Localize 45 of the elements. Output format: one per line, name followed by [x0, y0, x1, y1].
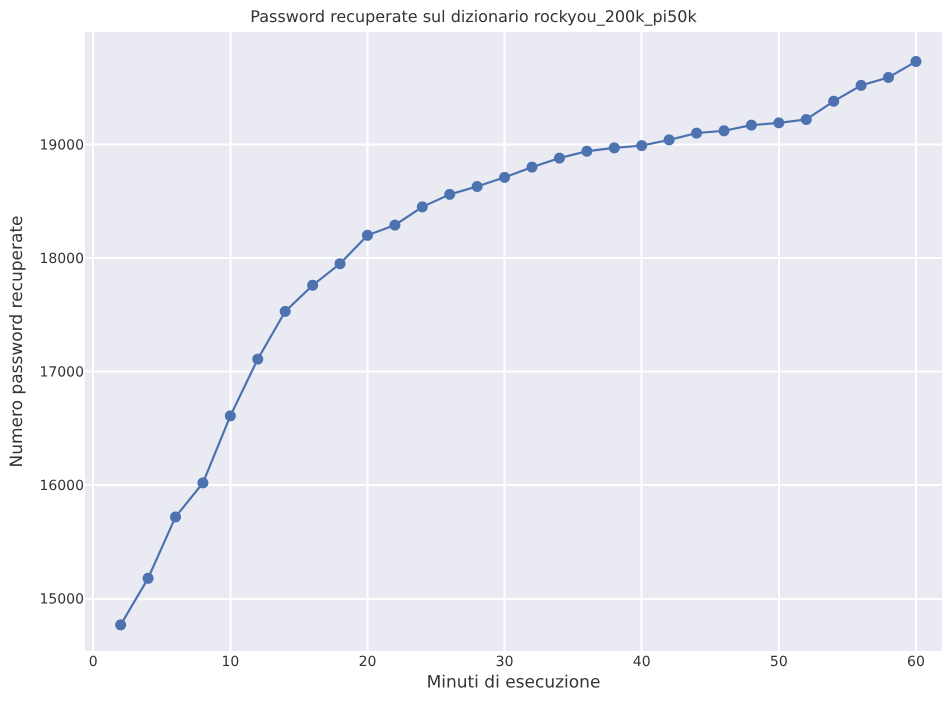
point: [362, 230, 373, 241]
y-tick-label: 15000: [39, 592, 84, 608]
point: [416, 201, 428, 212]
point: [664, 134, 675, 146]
x-tick-label: 50: [770, 654, 788, 670]
y-tick-label: 17000: [39, 364, 84, 380]
point: [910, 56, 922, 68]
point: [307, 280, 318, 291]
point: [224, 410, 236, 422]
point: [883, 72, 894, 83]
x-tick-label: 10: [221, 654, 240, 670]
point: [691, 128, 702, 139]
point: [472, 180, 483, 192]
point: [115, 619, 126, 630]
point: [554, 152, 565, 164]
x-tick-label: 30: [496, 654, 514, 670]
point: [444, 188, 456, 200]
chart-title: Password recuperate sul dizionario rockyou_200k_pi50k: [250, 6, 698, 26]
point: [499, 172, 510, 183]
x-axis-title: Minuti di esecuzione: [426, 672, 600, 692]
y-axis-title: Numero password recuperate: [7, 215, 28, 468]
point: [718, 125, 730, 136]
x-tick-label: 40: [632, 654, 651, 670]
point: [746, 120, 757, 131]
y-tick-label: 16000: [39, 478, 84, 494]
y-tick-label: 19000: [39, 137, 84, 154]
x-tick-label: 20: [358, 654, 376, 670]
point: [280, 306, 291, 317]
point: [170, 511, 181, 522]
point: [773, 117, 784, 128]
point: [197, 477, 208, 488]
point: [581, 146, 592, 157]
point: [389, 220, 400, 231]
y-tick-label: 18000: [39, 250, 84, 267]
point: [856, 80, 867, 91]
point: [800, 114, 812, 125]
point: [636, 140, 648, 152]
point: [334, 258, 346, 270]
point: [828, 96, 840, 107]
point: [608, 142, 620, 154]
x-tick-label: 60: [907, 654, 925, 670]
x-tick-label: 0: [88, 654, 98, 670]
point: [142, 572, 154, 584]
point: [252, 354, 264, 365]
point: [526, 162, 538, 173]
